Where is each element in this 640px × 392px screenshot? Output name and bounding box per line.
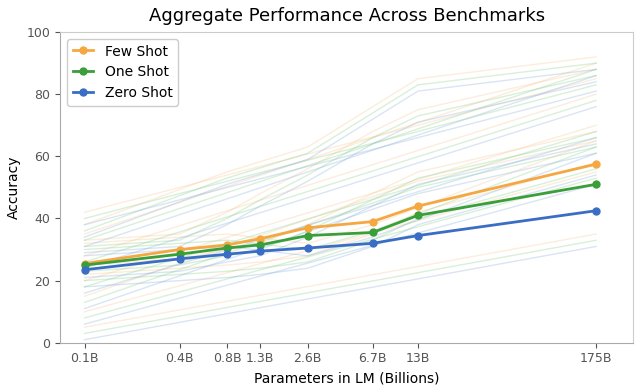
Few Shot xyxy=(369,219,376,224)
Few Shot xyxy=(592,162,600,167)
Zero Shot xyxy=(304,246,312,250)
Zero Shot xyxy=(175,256,183,261)
One Shot xyxy=(304,233,312,238)
Few Shot xyxy=(257,236,264,241)
Zero Shot xyxy=(414,233,422,238)
Line: Few Shot: Few Shot xyxy=(81,161,600,267)
One Shot xyxy=(81,263,88,267)
X-axis label: Parameters in LM (Billions): Parameters in LM (Billions) xyxy=(254,371,439,385)
One Shot xyxy=(414,213,422,218)
Legend: Few Shot, One Shot, Zero Shot: Few Shot, One Shot, Zero Shot xyxy=(67,39,178,106)
Few Shot xyxy=(81,261,88,266)
One Shot xyxy=(175,252,183,257)
Few Shot xyxy=(414,204,422,209)
One Shot xyxy=(369,230,376,235)
Zero Shot xyxy=(81,267,88,272)
Zero Shot xyxy=(223,252,231,257)
Line: One Shot: One Shot xyxy=(81,181,600,269)
Zero Shot xyxy=(257,249,264,254)
Title: Aggregate Performance Across Benchmarks: Aggregate Performance Across Benchmarks xyxy=(148,7,545,25)
Line: Zero Shot: Zero Shot xyxy=(81,207,600,273)
Zero Shot xyxy=(369,241,376,246)
Few Shot xyxy=(304,225,312,230)
One Shot xyxy=(257,243,264,247)
Y-axis label: Accuracy: Accuracy xyxy=(7,156,21,219)
Few Shot xyxy=(175,247,183,252)
One Shot xyxy=(223,246,231,250)
Few Shot xyxy=(223,243,231,247)
Zero Shot xyxy=(592,209,600,213)
One Shot xyxy=(592,182,600,187)
